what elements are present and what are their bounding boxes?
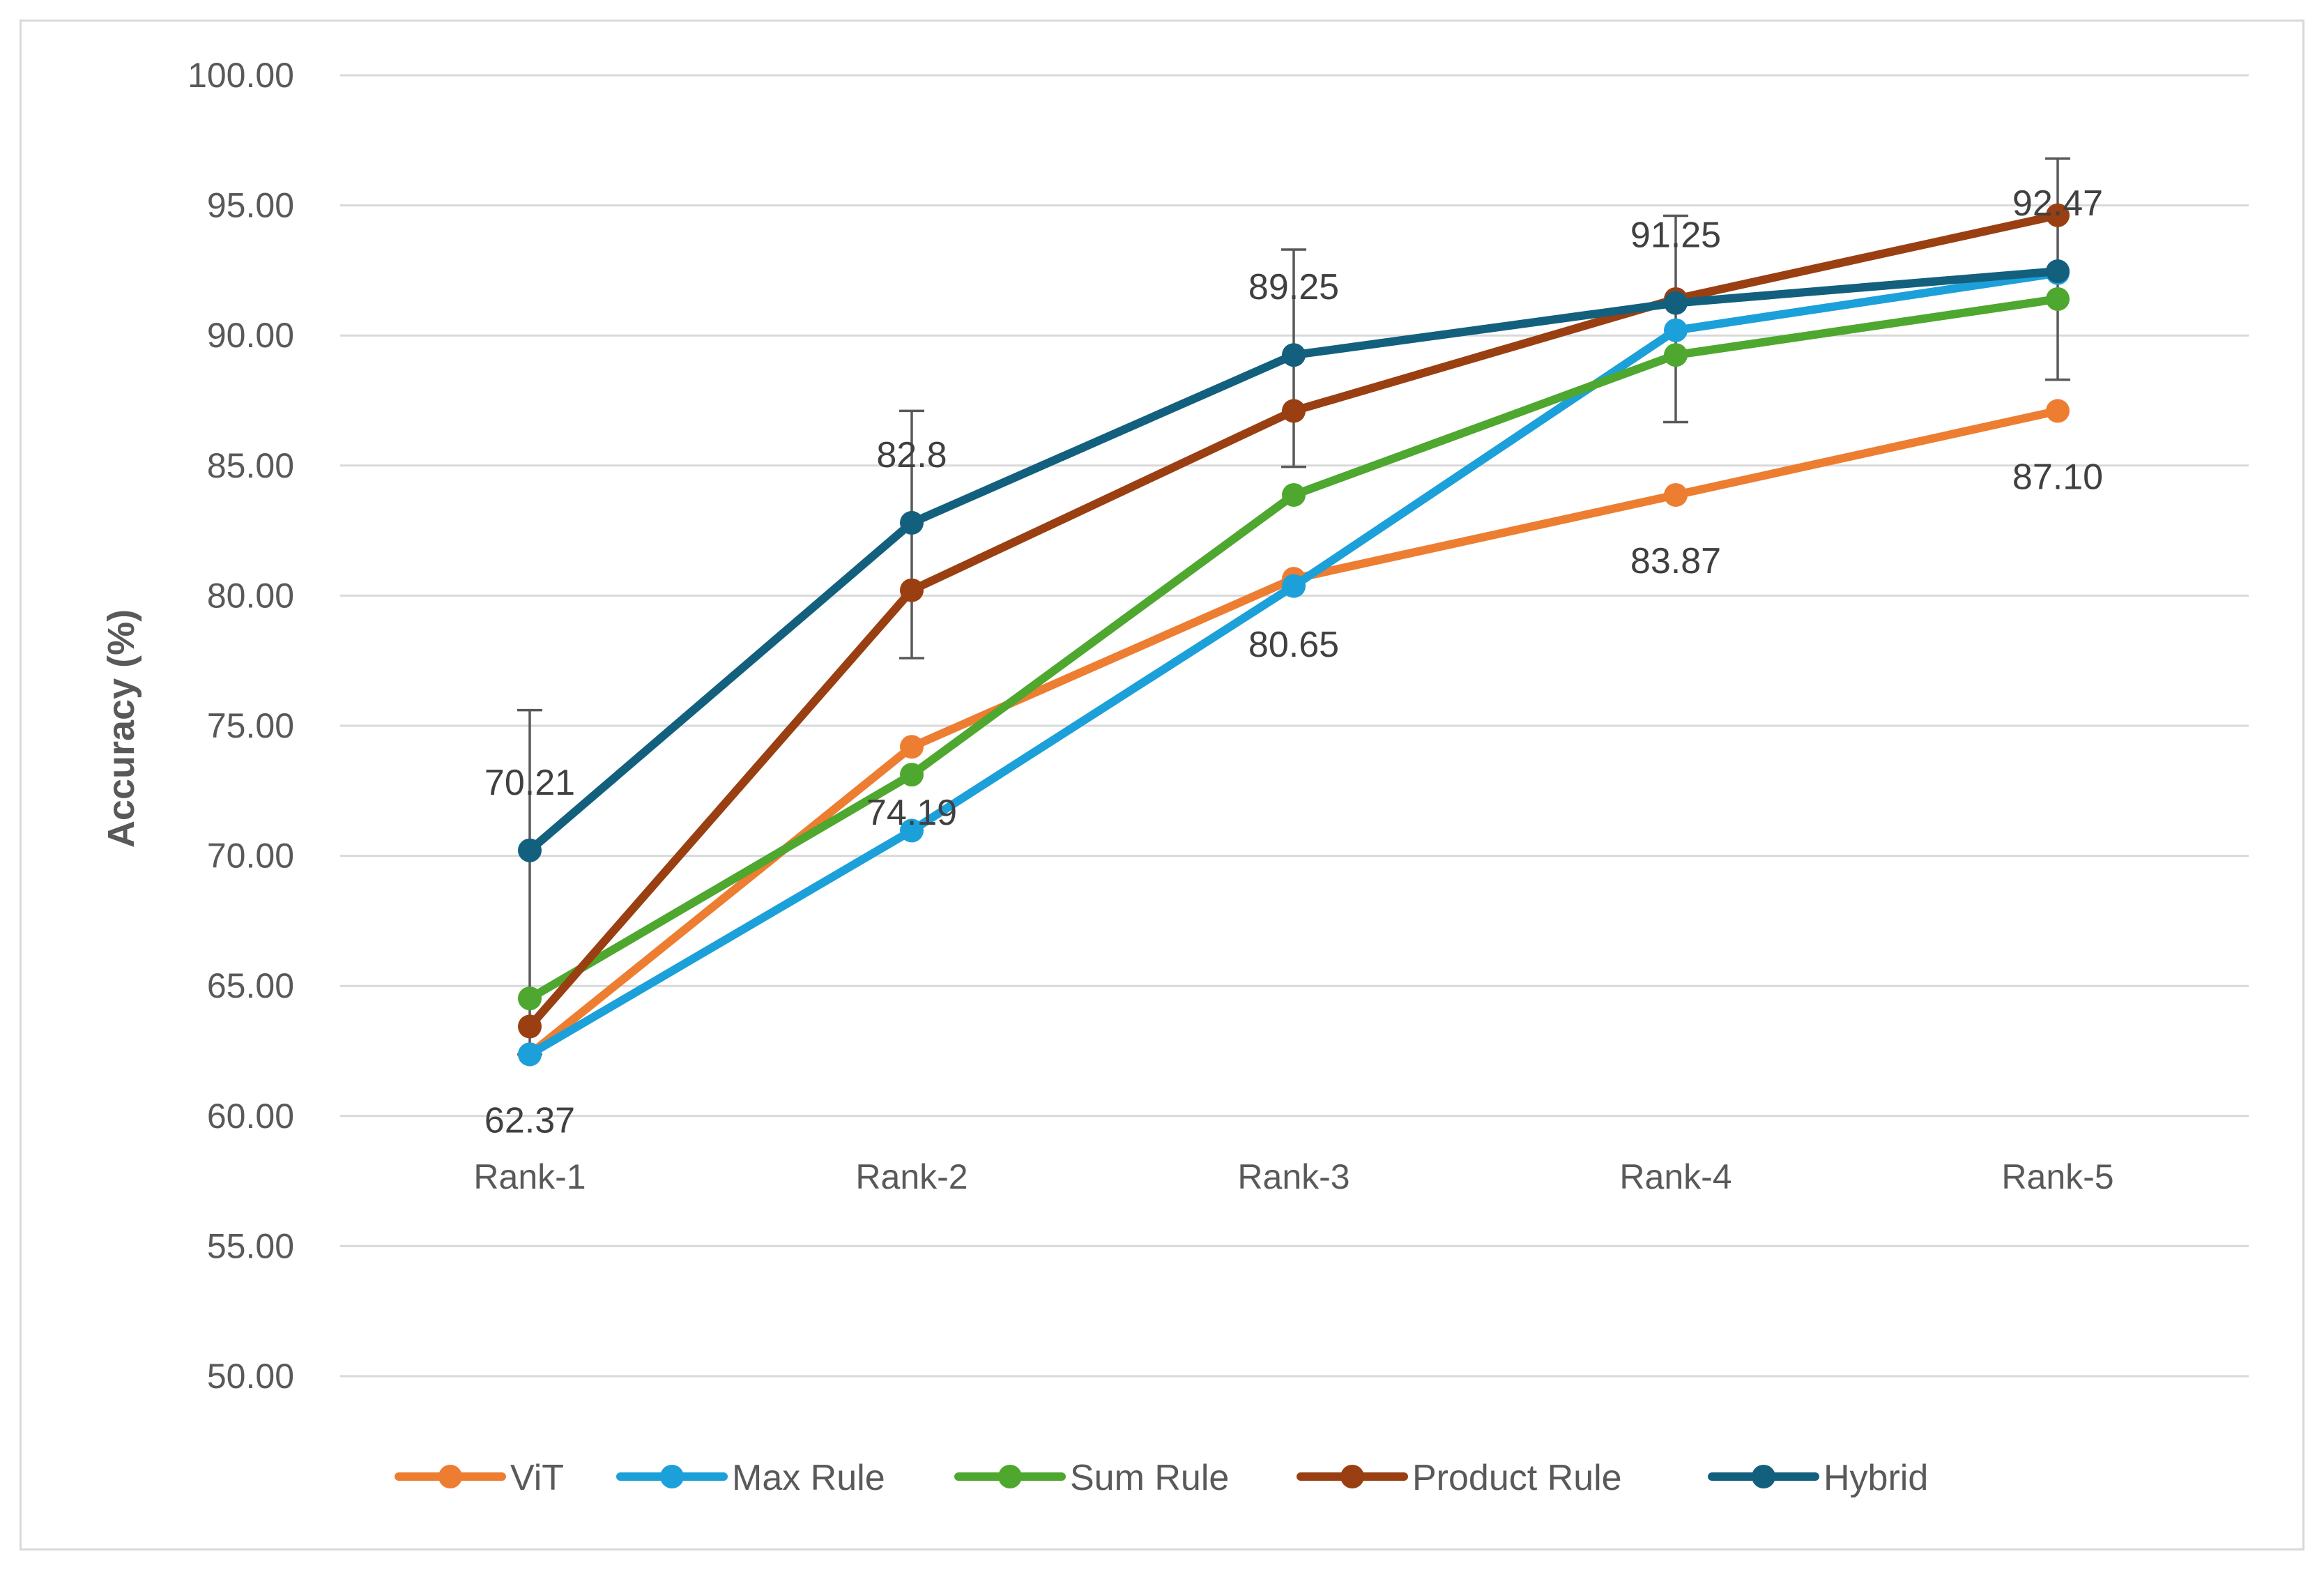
y-tick-label: 85.00 xyxy=(207,446,294,485)
data-point xyxy=(900,735,924,759)
x-tick-label: Rank-1 xyxy=(473,1157,586,1196)
legend-marker xyxy=(1340,1465,1364,1488)
legend-label: Hybrid xyxy=(1824,1458,1928,1498)
data-label: 82.8 xyxy=(876,435,947,475)
data-point xyxy=(900,578,924,602)
data-point xyxy=(900,510,924,535)
data-point xyxy=(518,1014,542,1039)
y-tick-label: 55.00 xyxy=(207,1226,294,1265)
data-label: 89.25 xyxy=(1248,267,1339,307)
series-product-rule xyxy=(518,203,2070,1039)
data-point xyxy=(900,818,924,843)
series-hybrid xyxy=(518,259,2070,862)
data-point xyxy=(2046,287,2070,311)
y-tick-label: 95.00 xyxy=(207,186,294,225)
legend-marker xyxy=(438,1465,462,1488)
data-point xyxy=(1664,482,1688,507)
legend: ViT Max Rule Sum Rule Product Rule Hybrid xyxy=(395,1458,1928,1498)
data-point xyxy=(900,763,924,787)
data-point xyxy=(1282,574,1306,598)
legend-label: Sum Rule xyxy=(1070,1458,1229,1498)
legend-marker xyxy=(1752,1465,1775,1488)
data-label: 80.65 xyxy=(1248,625,1339,665)
data-point xyxy=(1664,291,1688,315)
y-tick-label: 60.00 xyxy=(207,1097,294,1136)
x-tick-label: Rank-3 xyxy=(1237,1157,1350,1196)
data-point xyxy=(2046,203,2070,227)
legend-label: ViT xyxy=(510,1458,564,1498)
data-point xyxy=(2046,399,2070,423)
data-label: 74.19 xyxy=(866,793,957,833)
data-labels: 70.21 62.37 82.8 74.19 89.25 80.65 91.25 83.87 9… xyxy=(484,183,2103,1141)
y-tick-label: 65.00 xyxy=(207,966,294,1005)
chart-frame xyxy=(20,20,2304,1550)
data-point xyxy=(1664,318,1688,342)
y-tick-label: 50.00 xyxy=(207,1357,294,1396)
legend-marker xyxy=(998,1465,1022,1488)
series-sum-rule xyxy=(518,287,2070,1011)
x-tick-label: Rank-4 xyxy=(1619,1157,1731,1196)
data-label: 87.10 xyxy=(2012,457,2103,497)
x-tick-label: Rank-5 xyxy=(2001,1157,2113,1196)
data-point xyxy=(1282,399,1306,423)
data-point xyxy=(1282,482,1306,507)
legend-label: Product Rule xyxy=(1412,1458,1622,1498)
y-tick-label: 75.00 xyxy=(207,706,294,745)
legend-label: Max Rule xyxy=(732,1458,885,1498)
legend-item: Max Rule xyxy=(616,1458,885,1498)
y-tick-label: 70.00 xyxy=(207,837,294,876)
legend-item: Sum Rule xyxy=(954,1458,1229,1498)
y-axis-ticks: 50.00 55.00 60.00 65.00 70.00 75.00 80.00 85.00… xyxy=(188,56,294,1396)
data-point xyxy=(518,838,542,862)
y-tick-label: 90.00 xyxy=(207,316,294,355)
data-point xyxy=(2046,259,2070,284)
data-point xyxy=(518,986,542,1011)
data-point xyxy=(518,1042,542,1067)
y-tick-label: 100.00 xyxy=(188,56,294,95)
legend-item: Hybrid xyxy=(1708,1458,1928,1498)
data-point xyxy=(1664,343,1688,367)
y-axis-title: Accuracy (%) xyxy=(100,609,142,848)
x-axis-ticks: Rank-1 Rank-2 Rank-3 Rank-4 Rank-5 xyxy=(473,1157,2113,1196)
data-point xyxy=(1282,343,1306,367)
legend-item: ViT xyxy=(395,1458,564,1498)
legend-item: Product Rule xyxy=(1297,1458,1622,1498)
legend-marker xyxy=(660,1465,684,1488)
data-label: 62.37 xyxy=(484,1100,575,1141)
series-line xyxy=(526,406,2062,1059)
y-tick-label: 80.00 xyxy=(207,576,294,615)
data-label: 70.21 xyxy=(484,763,575,803)
data-label: 83.87 xyxy=(1630,541,1721,581)
series-lines xyxy=(518,203,2070,1067)
data-label: 92.47 xyxy=(2012,183,2103,224)
x-tick-label: Rank-2 xyxy=(855,1157,968,1196)
data-label: 91.25 xyxy=(1630,215,1721,256)
